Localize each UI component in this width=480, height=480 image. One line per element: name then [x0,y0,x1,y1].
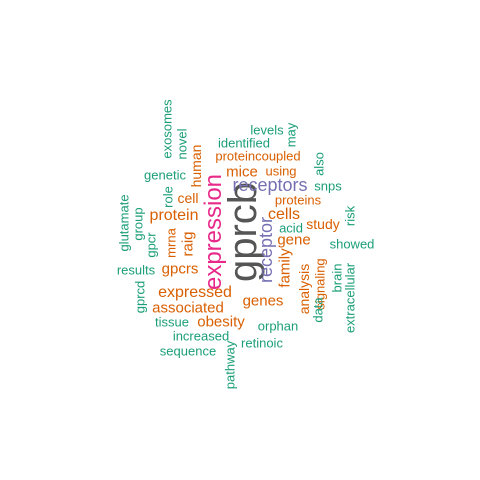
word-glutamate: glutamate [116,194,132,252]
word-analysis: analysis [296,263,312,315]
word-receptor: receptor [256,216,276,284]
word-snps: snps [314,178,342,194]
word-proteincoupled: proteincoupled [215,148,301,164]
word-sequence: sequence [159,343,217,359]
word-increased: increased [172,328,230,344]
word-results: results [116,262,156,278]
word-orphan: orphan [257,318,299,334]
word-extracellular: extracellular [342,262,358,334]
word-expression: expression [200,173,227,291]
word-levels: levels [250,122,284,138]
word-mrna: mrna [163,228,179,258]
word-human: human [188,144,204,188]
word-data: data [310,297,326,323]
word-gprcd: gprcd [132,280,148,314]
word-may: may [283,122,299,148]
word-showed: showed [329,236,375,252]
word-raig: raig [179,231,197,257]
word-obesity: obesity [197,313,245,331]
word-also: also [311,152,327,176]
word-gpcr: gpcr [143,232,159,258]
word-genes: genes [242,292,284,310]
word-using: using [265,163,297,179]
word-exosomes: exosomes [159,99,175,159]
word-receptors: receptors [232,175,308,195]
word-expressed: expressed [158,284,232,301]
word-role: role [160,186,176,208]
word-study: study [306,216,340,232]
word-family: family [276,248,294,288]
word-cells: cells [267,206,301,223]
word-gene: gene [277,231,311,249]
word-protein: protein [149,207,199,224]
word-gpcrs: gpcrs [161,260,199,278]
word-retinoic: retinoic [241,335,283,351]
word-mice: mice [226,163,258,181]
word-cell: cell [177,190,199,206]
word-identified: identified [217,135,271,151]
word-acid: acid [279,220,303,236]
word-novel: novel [174,128,190,160]
word-genetic: genetic [144,167,186,183]
word-associated: associated [152,299,224,317]
word-risk: risk [342,205,358,227]
word-tissue: tissue [155,314,189,330]
word-proteins: proteins [274,192,322,208]
word-pathway: pathway [222,340,238,390]
